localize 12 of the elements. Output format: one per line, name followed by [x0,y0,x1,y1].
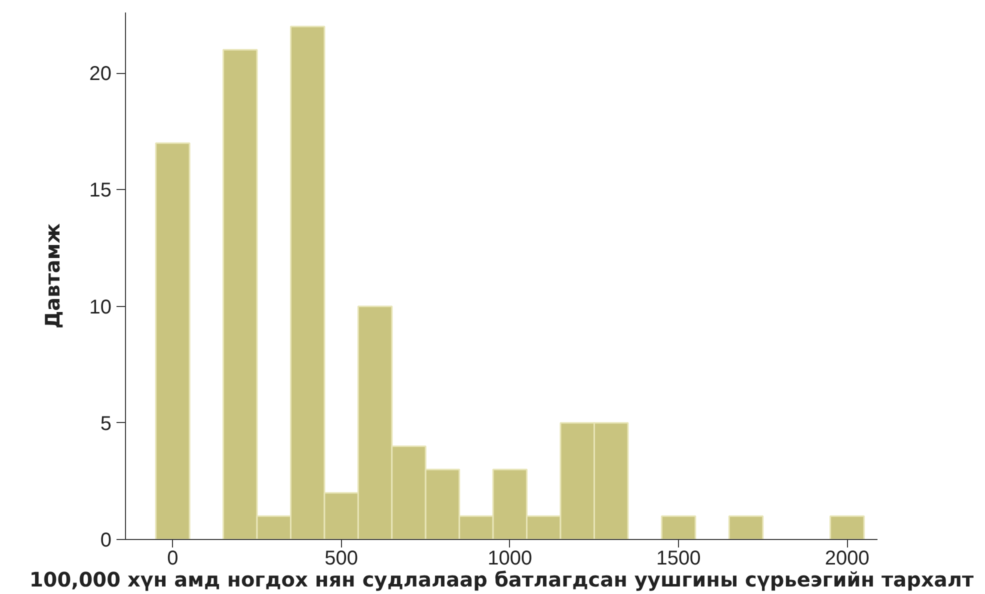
x-tick-label: 1000 [488,548,532,570]
y-tick-label: 0 [100,530,112,552]
y-tick-label: 15 [89,180,112,202]
y-axis-title: Давтамж [40,223,64,329]
x-tick-label: 1500 [656,548,701,570]
y-tick-label: 20 [89,63,112,86]
x-tick-label: 2000 [824,548,870,570]
y-tick-label: 5 [100,412,112,435]
x-tick-label: 0 [167,548,178,570]
x-tick-label: 500 [324,548,358,570]
y-tick-label: 10 [89,296,112,318]
x-axis-title: 100,000 хүн амд ногдох нян судлалаар батлагдсан уушгины сүрьеэгийн тархалт [29,568,974,592]
